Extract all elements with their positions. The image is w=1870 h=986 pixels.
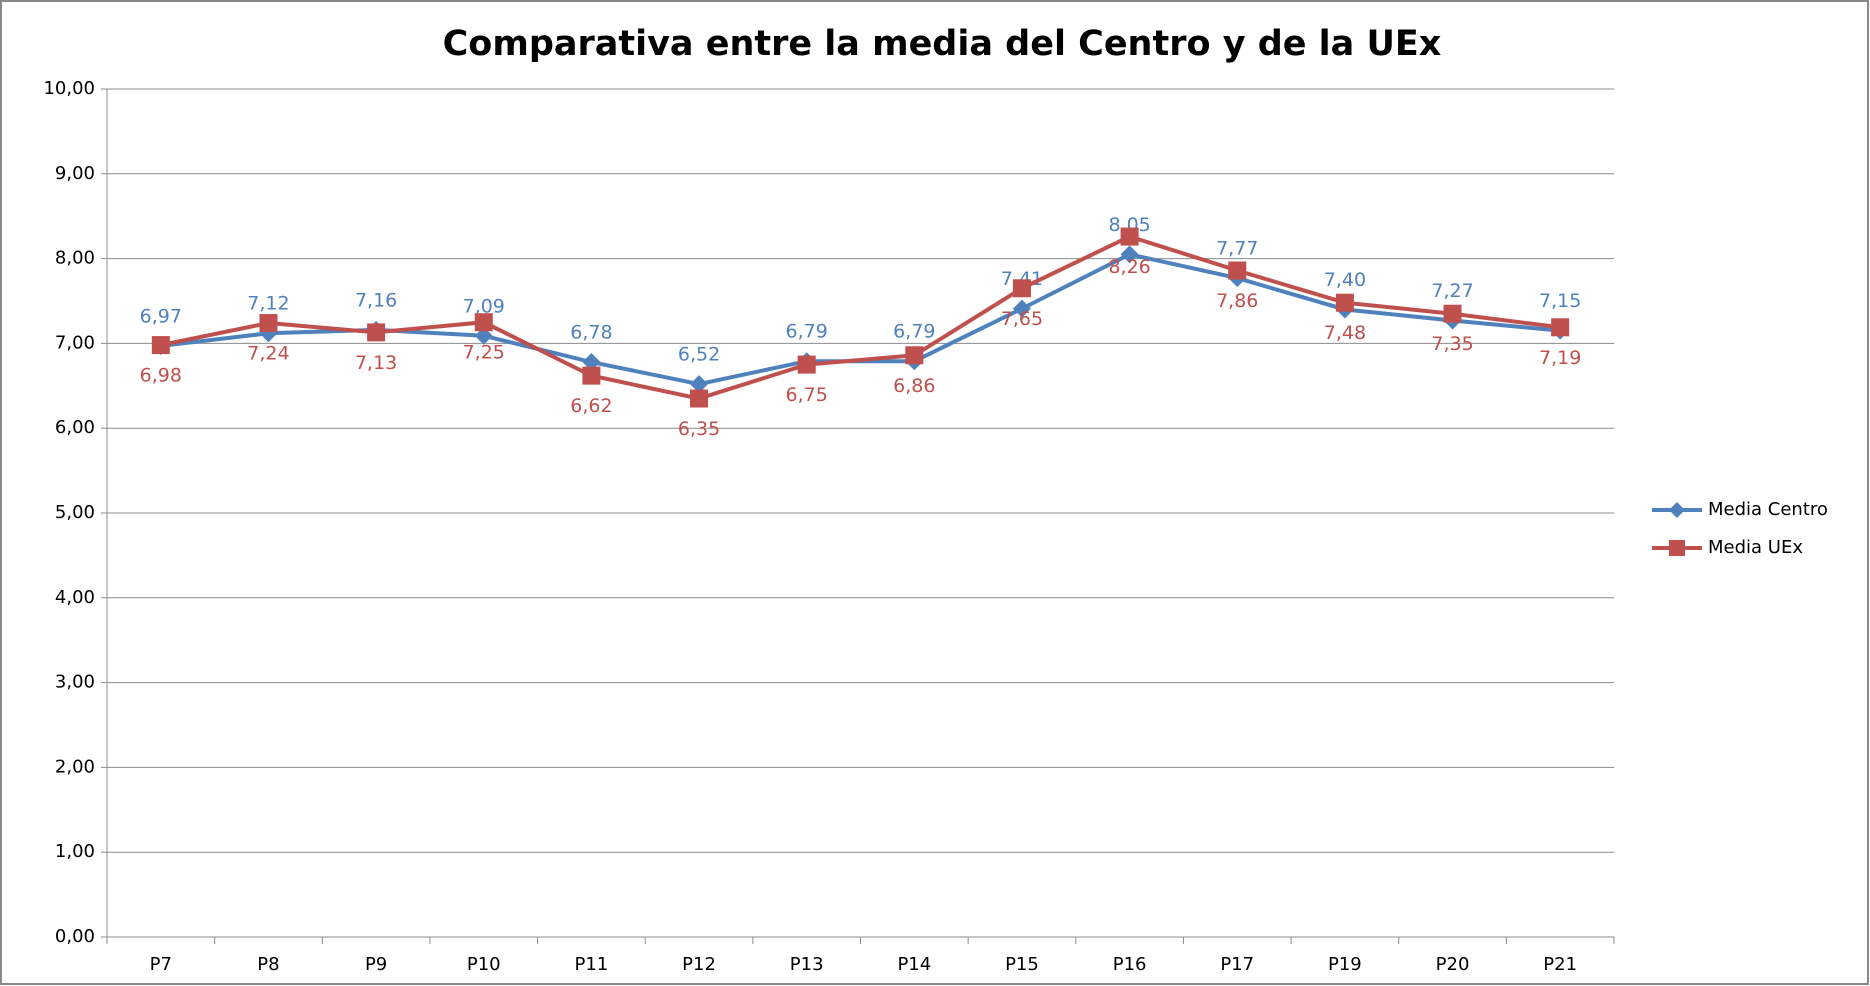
marker bbox=[1120, 245, 1139, 264]
legend-label: Media UEx bbox=[1708, 537, 1803, 558]
marker bbox=[690, 389, 709, 408]
data-label: 6,86 bbox=[893, 375, 935, 397]
x-tick-label: P7 bbox=[150, 954, 172, 975]
marker bbox=[1012, 299, 1031, 318]
data-label: 7,77 bbox=[1216, 238, 1258, 260]
y-tick-label: 10,00 bbox=[43, 78, 95, 99]
x-tick-label: P8 bbox=[257, 954, 279, 975]
y-tick-label: 8,00 bbox=[55, 248, 95, 269]
marker bbox=[259, 314, 278, 333]
marker bbox=[1443, 304, 1462, 323]
y-tick-label: 4,00 bbox=[55, 587, 95, 608]
x-tick-label: P17 bbox=[1220, 954, 1254, 975]
marker bbox=[797, 355, 816, 374]
legend-marker bbox=[1669, 540, 1685, 556]
y-tick-label: 5,00 bbox=[55, 502, 95, 523]
y-tick-label: 2,00 bbox=[55, 756, 95, 777]
marker bbox=[367, 323, 386, 342]
y-tick-label: 6,00 bbox=[55, 417, 95, 438]
x-tick-label: P21 bbox=[1543, 954, 1577, 975]
legend-marker bbox=[1669, 502, 1685, 518]
data-label: 6,75 bbox=[786, 384, 828, 406]
x-tick-label: P20 bbox=[1436, 954, 1470, 975]
data-label: 7,15 bbox=[1539, 290, 1581, 312]
data-label: 7,65 bbox=[1001, 308, 1043, 330]
x-tick-label: P15 bbox=[1005, 954, 1039, 975]
data-label: 7,16 bbox=[355, 289, 397, 311]
marker bbox=[690, 375, 709, 394]
data-label: 6,78 bbox=[570, 322, 612, 344]
marker bbox=[1012, 279, 1031, 298]
data-label: 7,27 bbox=[1431, 280, 1473, 302]
data-label: 7,35 bbox=[1431, 333, 1473, 355]
x-tick-label: P14 bbox=[897, 954, 931, 975]
data-label: 7,13 bbox=[355, 352, 397, 374]
y-tick-label: 0,00 bbox=[55, 926, 95, 947]
data-label: 7,86 bbox=[1216, 290, 1258, 312]
marker bbox=[474, 326, 493, 345]
x-tick-label: P19 bbox=[1328, 954, 1362, 975]
data-label: 7,12 bbox=[247, 293, 289, 315]
data-label: 6,79 bbox=[893, 321, 935, 343]
marker bbox=[1228, 261, 1247, 280]
marker bbox=[1120, 227, 1139, 246]
y-tick-label: 7,00 bbox=[55, 332, 95, 353]
x-tick-label: P13 bbox=[790, 954, 824, 975]
marker bbox=[905, 346, 924, 365]
y-tick-label: 1,00 bbox=[55, 841, 95, 862]
x-tick-label: P16 bbox=[1113, 954, 1147, 975]
chart-title: Comparativa entre la media del Centro y … bbox=[443, 24, 1442, 64]
data-label: 6,98 bbox=[140, 365, 182, 387]
data-label: 7,48 bbox=[1324, 322, 1366, 344]
data-label: 6,97 bbox=[140, 305, 182, 327]
x-tick-label: P10 bbox=[467, 954, 501, 975]
marker bbox=[582, 353, 601, 372]
data-label: 7,25 bbox=[463, 342, 505, 364]
legend-label: Media Centro bbox=[1708, 499, 1828, 520]
data-label: 7,19 bbox=[1539, 347, 1581, 369]
data-label: 7,09 bbox=[463, 295, 505, 317]
data-label: 7,24 bbox=[247, 343, 289, 365]
marker bbox=[1551, 318, 1570, 337]
data-label: 6,35 bbox=[678, 418, 720, 440]
marker bbox=[1335, 293, 1354, 312]
y-tick-label: 9,00 bbox=[55, 163, 95, 184]
data-label: 6,79 bbox=[786, 321, 828, 343]
marker bbox=[474, 313, 493, 332]
data-label: 7,40 bbox=[1324, 269, 1366, 291]
x-tick-label: P11 bbox=[575, 954, 609, 975]
data-label: 8,05 bbox=[1108, 214, 1150, 236]
y-tick-label: 3,00 bbox=[55, 672, 95, 693]
data-label: 6,62 bbox=[570, 395, 612, 417]
marker bbox=[151, 336, 170, 355]
x-tick-label: P12 bbox=[682, 954, 716, 975]
series-line bbox=[160, 234, 1561, 401]
marker bbox=[582, 366, 601, 385]
data-label: 6,52 bbox=[678, 344, 720, 366]
x-tick-label: P9 bbox=[365, 954, 387, 975]
data-label: 8,26 bbox=[1108, 256, 1150, 278]
